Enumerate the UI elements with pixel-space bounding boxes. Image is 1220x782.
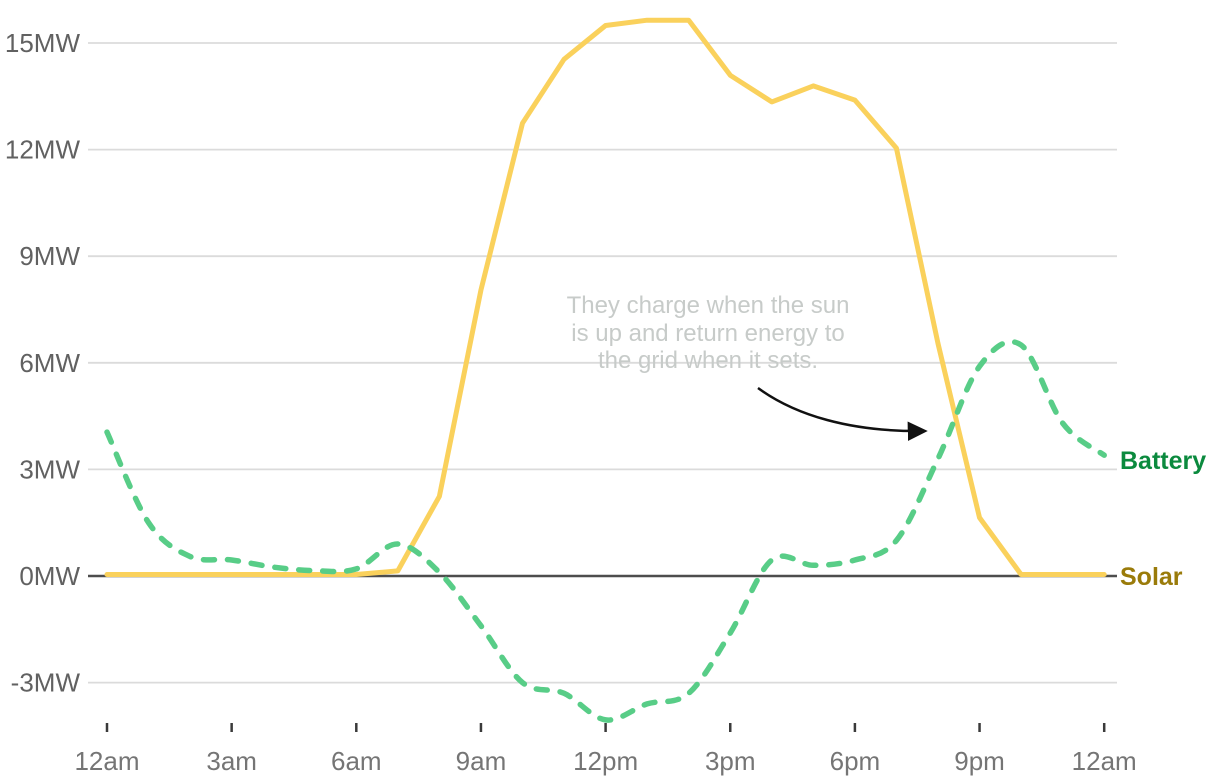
solar-series-label: Solar bbox=[1120, 563, 1183, 591]
annotation-line-1: They charge when the sun bbox=[567, 292, 850, 319]
x-axis-labels: 12am 3am 6am 9am 12pm 3pm 6pm 9pm 12am bbox=[74, 746, 1136, 776]
annotation-line-2: is up and return energy to bbox=[571, 320, 845, 347]
battery-series-line bbox=[104, 338, 1107, 723]
y-tick-label: 9MW bbox=[19, 241, 80, 271]
annotation-line-3: the grid when it sets. bbox=[598, 347, 818, 374]
x-tick-label: 9am bbox=[456, 746, 507, 776]
y-tick-label: 0MW bbox=[19, 561, 80, 591]
x-tick-label: 12am bbox=[1072, 746, 1137, 776]
annotation-arrow bbox=[757, 386, 928, 441]
y-tick-label: 12MW bbox=[5, 135, 81, 165]
annotation-text: They charge when the sun is up and retur… bbox=[567, 292, 850, 374]
solar-series-line bbox=[104, 17, 1107, 577]
x-axis-tick-marks bbox=[105, 723, 1106, 732]
x-tick-label: 12am bbox=[74, 746, 139, 776]
y-tick-label: 6MW bbox=[19, 348, 80, 378]
x-tick-label: 6pm bbox=[830, 746, 881, 776]
x-tick-label: 12pm bbox=[573, 746, 638, 776]
battery-series-label: Battery bbox=[1120, 447, 1206, 475]
x-tick-label: 3pm bbox=[705, 746, 756, 776]
y-axis-labels: 15MW 12MW 9MW 6MW 3MW 0MW -3MW bbox=[5, 28, 81, 698]
y-tick-label: 3MW bbox=[19, 454, 80, 484]
y-tick-label: 15MW bbox=[5, 28, 81, 58]
x-tick-label: 9pm bbox=[954, 746, 1005, 776]
y-tick-label: -3MW bbox=[11, 668, 81, 698]
x-tick-label: 3am bbox=[206, 746, 257, 776]
x-tick-label: 6am bbox=[331, 746, 382, 776]
